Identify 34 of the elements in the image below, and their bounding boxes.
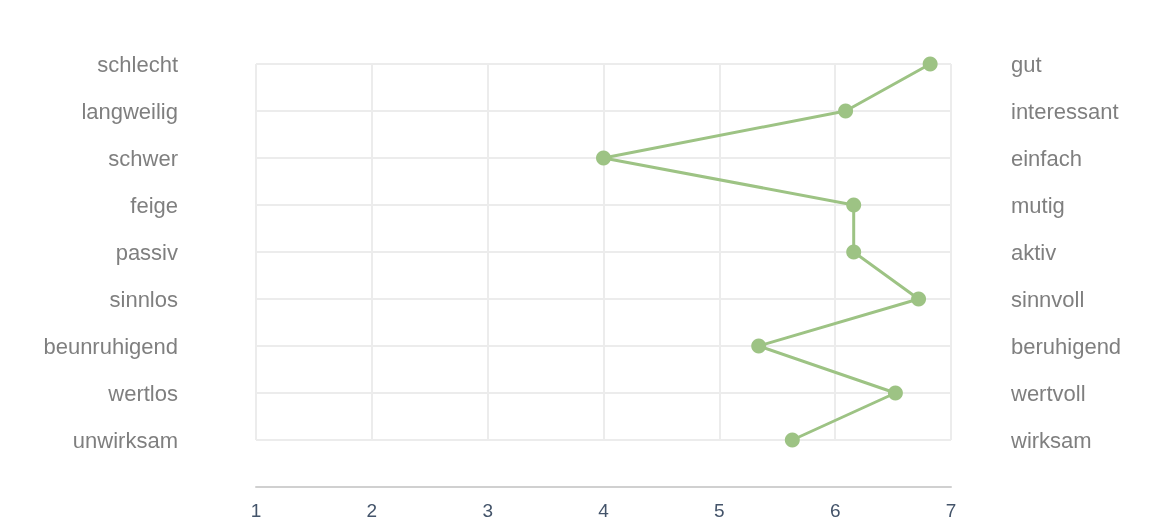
y-tick-label: unwirksam [72, 427, 178, 453]
y2-tick-label: interessant [1011, 98, 1119, 124]
y2-tick-label: wertvoll [1010, 380, 1086, 406]
point [838, 103, 854, 119]
y2-tick-label: gut [1011, 51, 1042, 77]
y2-tick-label: wirksam [1010, 427, 1092, 453]
y2-tick-label: sinnvoll [1011, 286, 1085, 312]
x-tick-label: 3 [482, 500, 493, 521]
y2-tick-label: beruhigend [1011, 333, 1122, 359]
x-tick-label: 7 [945, 500, 957, 521]
y2-tick-label: aktiv [1011, 239, 1057, 265]
x-tick-label: 2 [366, 500, 378, 521]
point [911, 291, 927, 307]
x-tick-label: 1 [250, 500, 262, 521]
y-tick-label: beunruhigend [43, 333, 178, 359]
x-tick-label: 4 [598, 500, 610, 521]
y-tick-label: sinnlos [109, 286, 178, 312]
y-tick-label: wertlos [107, 380, 178, 406]
y-tick-label: feige [130, 192, 178, 218]
y2-tick-label: einfach [1011, 145, 1082, 171]
y-tick-label: schlecht [97, 51, 178, 77]
point [846, 244, 862, 260]
point [751, 338, 767, 354]
y2-tick-label: mutig [1011, 192, 1065, 218]
x-tick-label: 5 [714, 500, 725, 521]
y-tick-label: passiv [115, 239, 178, 265]
point [846, 197, 862, 213]
point [596, 150, 611, 166]
point [922, 56, 938, 72]
x-tick-label: 6 [829, 500, 841, 521]
point [887, 385, 903, 401]
y-tick-label: schwer [108, 145, 178, 171]
point [784, 432, 800, 448]
y-tick-label: langweilig [81, 98, 178, 124]
